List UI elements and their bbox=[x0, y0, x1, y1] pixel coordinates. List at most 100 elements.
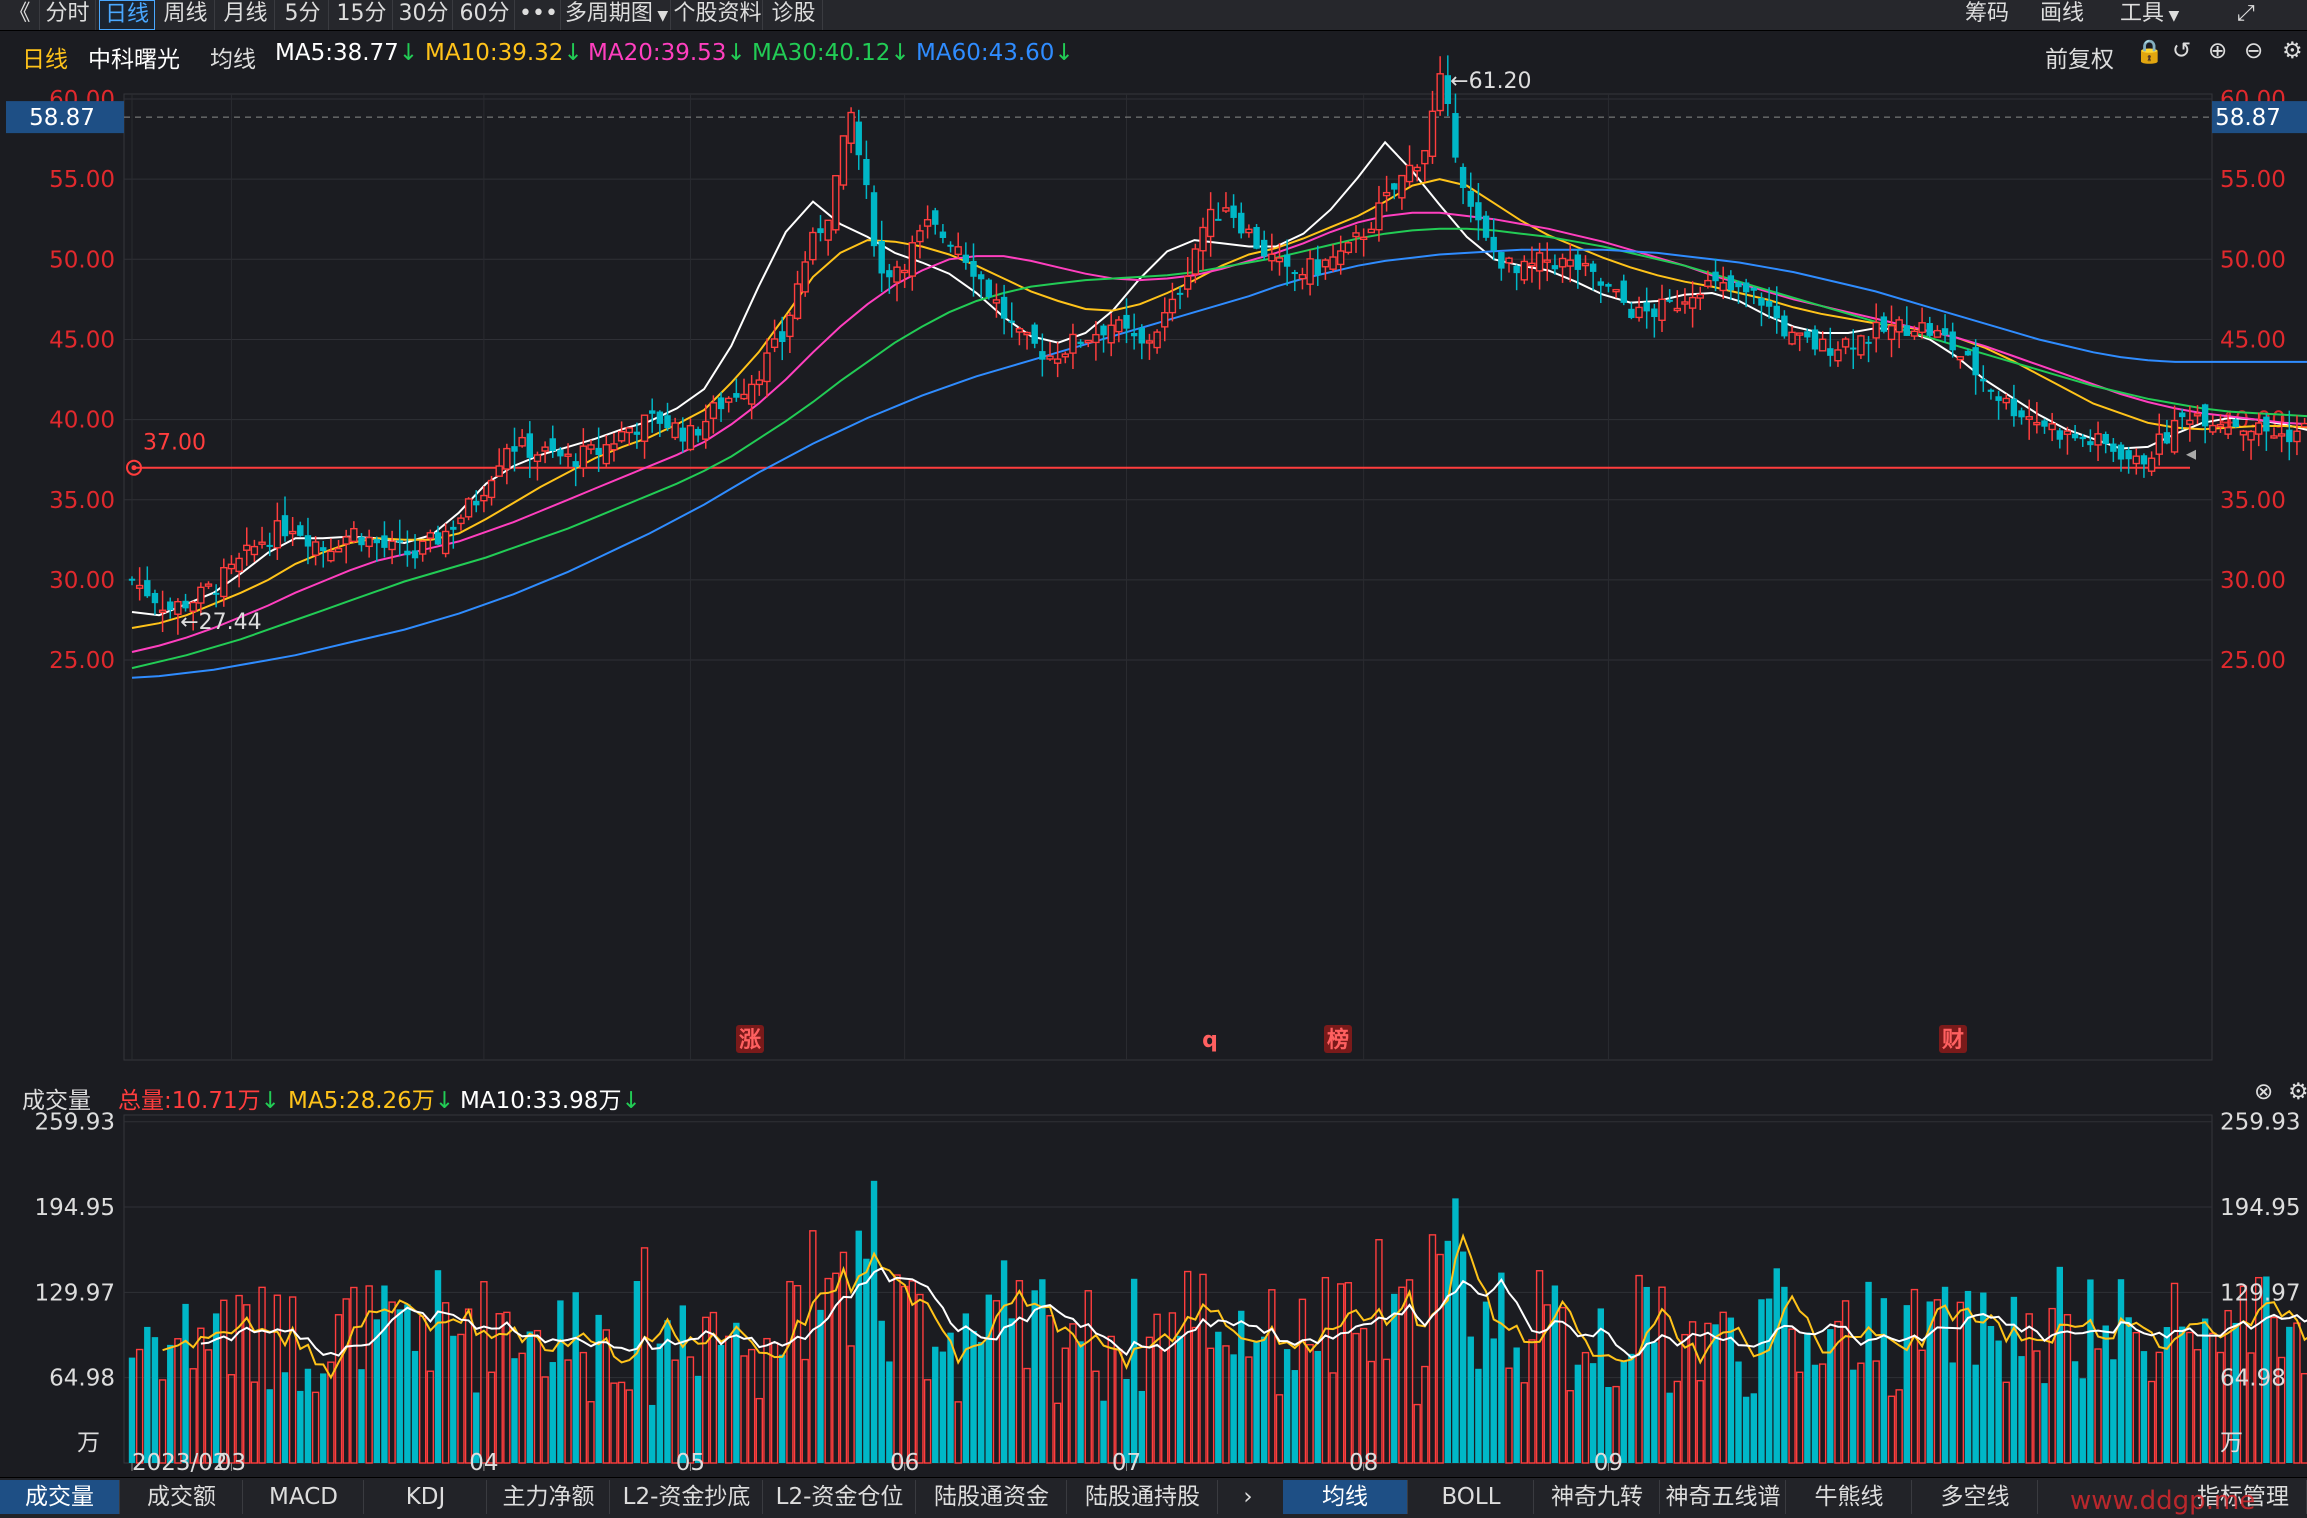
candle-down bbox=[939, 231, 947, 238]
volume-bar-up bbox=[1161, 1349, 1169, 1464]
diagnose-button[interactable]: 诊股 bbox=[765, 0, 823, 30]
period-tab-weekly[interactable]: 周线 bbox=[157, 0, 215, 30]
candle-down bbox=[1742, 282, 1750, 293]
overlay-tab-2[interactable]: 神奇九转 bbox=[1535, 1480, 1660, 1514]
event-marker-cai-box[interactable] bbox=[1939, 1025, 1967, 1053]
volume-bar-up bbox=[832, 1272, 840, 1464]
indicator-tab-6[interactable]: L2-资金仓位 bbox=[764, 1480, 916, 1514]
overlay-tab-1[interactable]: BOLL bbox=[1409, 1480, 1534, 1514]
overlay-tab-5[interactable]: 多空线 bbox=[1913, 1480, 2038, 1514]
volume-bar-up bbox=[487, 1371, 496, 1464]
zoom-out-icon[interactable]: ⊖ bbox=[2244, 38, 2264, 64]
event-marker-bang[interactable]: 榜 bbox=[1327, 1027, 1349, 1053]
more-button[interactable]: ••• bbox=[517, 0, 561, 30]
volume-chart[interactable]: 259.93 259.93 194.95 194.95 129.97 129.97 64.9… bbox=[0, 1075, 2307, 1475]
volume-bar-down bbox=[1238, 1310, 1245, 1463]
volume-bar-up bbox=[457, 1333, 465, 1464]
volume-bar-down bbox=[1926, 1301, 1933, 1463]
support-line-handle[interactable] bbox=[126, 459, 142, 476]
candle-up bbox=[786, 314, 794, 338]
candle-down bbox=[1972, 347, 1979, 376]
period-tab-intraday[interactable]: 分时 bbox=[40, 0, 96, 30]
multi-period-dropdown[interactable]: 多周期图 ▼ bbox=[563, 0, 671, 30]
indicator-tab-3[interactable]: KDJ bbox=[365, 1480, 487, 1514]
volume-bar-down bbox=[1628, 1353, 1635, 1463]
candle-up bbox=[839, 135, 848, 186]
event-marker-q[interactable]: q bbox=[1202, 1028, 1218, 1053]
candle-down bbox=[2163, 432, 2171, 444]
candle-down bbox=[1811, 329, 1819, 350]
back-button[interactable]: 《 bbox=[0, 0, 40, 30]
candle-down bbox=[1291, 272, 1298, 275]
volume-bar-down bbox=[1467, 1336, 1474, 1463]
chevron-right-icon[interactable]: › bbox=[1243, 1484, 1253, 1510]
period-tab-daily[interactable]: 日线 bbox=[99, 0, 155, 30]
candle-down bbox=[1765, 300, 1773, 307]
period-tab-15min[interactable]: 15分 bbox=[331, 0, 393, 30]
volume-bar-down bbox=[733, 1322, 740, 1463]
overlay-tab-0[interactable]: 均线 bbox=[1283, 1480, 1408, 1514]
indicator-tab-7[interactable]: 陆股通资金 bbox=[917, 1480, 1067, 1514]
volume-bar-down bbox=[1589, 1363, 1597, 1463]
tools-dropdown[interactable]: 工具 ▼ bbox=[2120, 0, 2179, 30]
event-marker-zhang[interactable]: 涨 bbox=[739, 1028, 761, 1053]
overlay-tab-4[interactable]: 牛熊线 bbox=[1787, 1480, 1912, 1514]
event-marker-bang-box[interactable] bbox=[1324, 1025, 1352, 1053]
overlay-tab-3[interactable]: 神奇五线谱 bbox=[1661, 1480, 1786, 1514]
indicator-tab-0[interactable]: 成交量 bbox=[0, 1480, 120, 1514]
candle-down bbox=[1827, 348, 1834, 356]
volume-bar-down bbox=[182, 1303, 189, 1463]
indicator-tab-2[interactable]: MACD bbox=[244, 1480, 364, 1514]
volume-bar-down bbox=[1391, 1293, 1398, 1463]
volume-bar-down bbox=[1605, 1387, 1612, 1463]
volume-bar-up bbox=[1405, 1279, 1414, 1464]
candle-down bbox=[1039, 351, 1046, 360]
candle-up bbox=[2247, 430, 2255, 441]
settings-icon[interactable]: ⚙ bbox=[2282, 38, 2303, 64]
candle-up bbox=[1375, 202, 1383, 231]
undo-icon[interactable]: ↺ bbox=[2172, 38, 2192, 64]
indicator-tab-8[interactable]: 陆股通持股 bbox=[1068, 1480, 1218, 1514]
indicator-tab-1[interactable]: 成交额 bbox=[121, 1480, 243, 1514]
candle-down bbox=[1314, 259, 1321, 276]
close-panel-icon[interactable]: ⊗ bbox=[2254, 1079, 2274, 1105]
event-marker-cai[interactable]: 财 bbox=[1942, 1028, 1964, 1053]
period-tab-monthly[interactable]: 月线 bbox=[217, 0, 275, 30]
volume-bar-down bbox=[1482, 1301, 1490, 1463]
volume-bar-down bbox=[1773, 1268, 1780, 1463]
lock-icon[interactable]: 🔒 bbox=[2135, 39, 2164, 65]
adjust-mode-button[interactable]: 前复权 bbox=[2045, 47, 2114, 73]
zoom-in-icon[interactable]: ⊕ bbox=[2208, 38, 2228, 64]
candle-up bbox=[1887, 325, 1896, 341]
candle-up bbox=[686, 424, 695, 451]
volume-bar-down bbox=[694, 1375, 702, 1463]
chips-button[interactable]: 筹码 bbox=[1965, 1, 2010, 26]
volume-bar-down bbox=[1735, 1361, 1742, 1463]
candlestick-chart[interactable]: 60.0055.0050.0045.0040.0035.0030.0025.00… bbox=[0, 32, 2307, 1072]
low-price-label: ←27.44 bbox=[180, 610, 261, 635]
settings-icon[interactable]: ⚙ bbox=[2288, 1079, 2307, 1105]
fullscreen-icon[interactable]: ⤢ bbox=[2237, 1, 2255, 26]
period-tab-30min[interactable]: 30分 bbox=[395, 0, 453, 30]
candle-up bbox=[1321, 259, 1330, 268]
candle-down bbox=[870, 192, 878, 247]
volume-bar-up bbox=[1581, 1351, 1590, 1464]
draw-button[interactable]: 画线 bbox=[2040, 1, 2085, 26]
event-marker-zhang-box[interactable] bbox=[736, 1025, 764, 1053]
stock-info-button[interactable]: 个股资料 bbox=[673, 0, 763, 30]
ma-line-ma20 bbox=[131, 211, 2307, 653]
indicator-manage-button[interactable]: 指标管理 bbox=[2180, 1480, 2307, 1514]
volume-bar-up bbox=[1918, 1349, 1926, 1464]
indicator-tab-5[interactable]: L2-资金抄底 bbox=[611, 1480, 763, 1514]
period-tab-5min[interactable]: 5分 bbox=[277, 0, 329, 30]
volume-bar-up bbox=[1543, 1304, 1551, 1464]
ma-indicator-label[interactable]: 均线 bbox=[210, 47, 256, 73]
candle-down bbox=[977, 274, 985, 280]
period-tab-60min[interactable]: 60分 bbox=[455, 0, 515, 30]
candle-up bbox=[197, 586, 205, 604]
candle-up bbox=[824, 219, 832, 241]
volume-bar-up bbox=[2063, 1314, 2072, 1464]
volume-bar-down bbox=[1712, 1324, 1719, 1463]
indicator-tab-4[interactable]: 主力净额 bbox=[488, 1480, 610, 1514]
candle-down bbox=[549, 438, 556, 451]
